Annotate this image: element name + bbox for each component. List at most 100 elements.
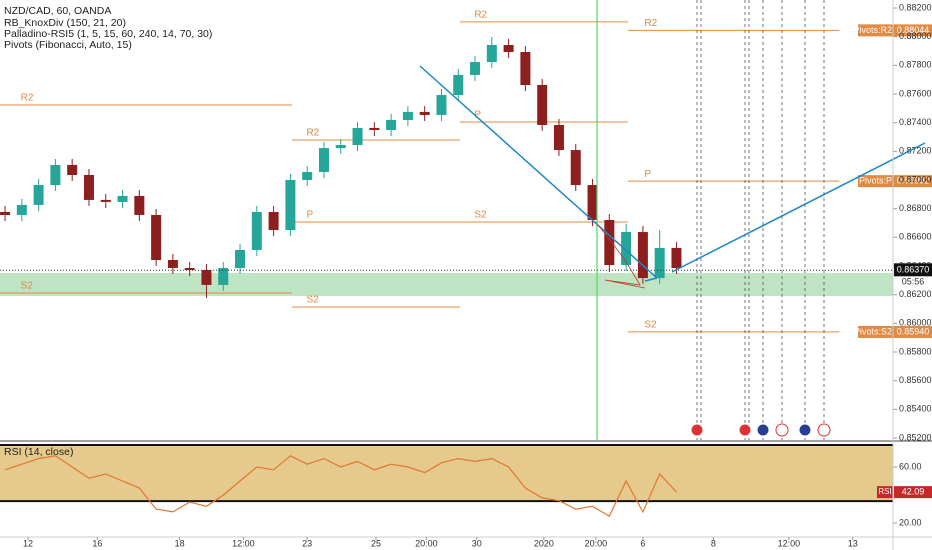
- pivot-badge: [858, 24, 932, 37]
- pivot-badge: [858, 325, 932, 338]
- y-tick-label: 0.87200: [899, 146, 932, 156]
- y-tick-label: 0.87000: [899, 174, 932, 184]
- y-tick-label: 0.86000: [899, 318, 932, 328]
- candle-body: [503, 45, 514, 53]
- candle-body: [117, 195, 128, 202]
- pivot-price: 0.88044: [897, 25, 930, 35]
- candle-body: [100, 199, 111, 202]
- pivot-label: R2: [21, 93, 34, 104]
- x-tick-label: 12: [23, 538, 33, 548]
- y-tick-label: 60.00: [899, 461, 922, 471]
- candle-body: [419, 111, 430, 115]
- candle-body: [134, 195, 145, 215]
- candle-body: [318, 148, 329, 172]
- candle-body: [83, 174, 94, 200]
- candle-body: [167, 259, 178, 269]
- pivot-label: R2: [306, 128, 319, 139]
- candle-body: [369, 127, 380, 130]
- candle-body: [553, 124, 564, 151]
- divergence-line: [597, 224, 646, 289]
- candle-body: [520, 52, 531, 85]
- pivot-label: P: [306, 210, 313, 221]
- pivot-label: S2: [474, 210, 487, 221]
- candle-body: [436, 95, 447, 115]
- candle-body: [352, 127, 363, 146]
- candle-body: [201, 270, 212, 285]
- rsi-value-badge: [894, 486, 932, 499]
- x-tick-label: 12:00: [778, 538, 801, 548]
- pivot-label: P: [644, 169, 651, 180]
- x-tick-label: 16: [92, 538, 102, 548]
- y-tick-label: 0.87800: [899, 60, 932, 70]
- candle-body: [671, 247, 682, 269]
- candle-body: [470, 62, 481, 75]
- candle-body: [16, 204, 27, 215]
- y-tick-label: 0.85800: [899, 346, 932, 356]
- candle-body: [621, 232, 632, 266]
- x-tick-label: 23: [302, 538, 312, 548]
- main-pane: R2 S2 R2 P S2 R2 P S2 R2 Pivots:R2 0.88044 P Pivots:…: [0, 2, 932, 442]
- pivot-label: S2: [644, 320, 657, 331]
- rsi-pane: 60.00 20.00 RSI 42.09: [0, 444, 932, 527]
- x-tick-label: 2020: [534, 538, 554, 548]
- indicator-label: RB_KnoxDiv (150, 21, 20): [4, 17, 126, 29]
- x-tick-label: 18: [175, 538, 185, 548]
- y-tick-label: 0.88000: [899, 31, 932, 41]
- candle-body: [587, 185, 598, 220]
- event-icons[interactable]: [690, 423, 831, 437]
- rsi-title: RSI (14, close): [4, 446, 73, 458]
- rsi-value-label: 42.09: [902, 486, 925, 496]
- chart-title: NZD/CAD, 60, OANDA: [4, 5, 111, 17]
- last-price-label: 0.86370: [897, 265, 930, 275]
- x-tick-label: 6: [640, 538, 645, 548]
- y-tick-label: 0.86200: [899, 289, 932, 299]
- x-tick-label: 25: [371, 538, 381, 548]
- candle-body: [251, 211, 262, 250]
- pivot-tag: Pivots:S2: [854, 326, 892, 336]
- event-lines: [696, 0, 825, 440]
- x-tick-label: 8: [711, 538, 716, 548]
- candle-body: [453, 74, 464, 96]
- y-tick-label: 0.86600: [899, 232, 932, 242]
- candle-body: [302, 171, 313, 181]
- candle-body: [335, 145, 346, 149]
- x-tick-label: 20:00: [585, 538, 608, 548]
- pivot-label: R2: [644, 18, 657, 29]
- x-tick-label: 13: [848, 538, 858, 548]
- countdown: 05:56: [902, 277, 925, 287]
- y-tick-label: 0.85400: [899, 404, 932, 414]
- y-tick-label: 0.86800: [899, 203, 932, 213]
- candle-body: [537, 84, 548, 125]
- pivot-tag: Pivots:R2: [853, 25, 892, 35]
- x-tick-label: 12:00: [232, 538, 255, 548]
- pivot-label: S2: [21, 281, 34, 292]
- y-tick-label: 0.88200: [899, 2, 932, 12]
- trend-line: [671, 142, 926, 273]
- rsi-tag-bg: [877, 486, 893, 499]
- pivot-price: 0.85940: [897, 326, 930, 336]
- rsi-line: [4, 455, 677, 517]
- candle-body: [654, 247, 665, 279]
- indicator-label: Pivots (Fibonacci, Auto, 15): [4, 39, 132, 51]
- pivot-label: S2: [306, 295, 319, 306]
- candle-body: [0, 211, 11, 215]
- candle-body: [151, 214, 162, 260]
- y-tick-label: 0.87600: [899, 88, 932, 98]
- pivot-label: P: [474, 110, 481, 121]
- candle-body: [184, 268, 195, 271]
- candle-body: [486, 45, 497, 63]
- x-tick-label: 20:00: [415, 538, 438, 548]
- candle-body: [50, 164, 61, 186]
- candle-body: [604, 220, 615, 266]
- last-price-badge: [894, 263, 932, 277]
- pivot-price: 0.86992: [897, 176, 930, 186]
- candle-body: [637, 232, 648, 279]
- pivot-badge: [858, 175, 932, 188]
- candle-body: [218, 268, 229, 285]
- y-tick-label: 0.85200: [899, 432, 932, 442]
- candle-body: [402, 111, 413, 120]
- candle-body: [570, 150, 581, 186]
- y-tick-label: 0.87400: [899, 117, 932, 127]
